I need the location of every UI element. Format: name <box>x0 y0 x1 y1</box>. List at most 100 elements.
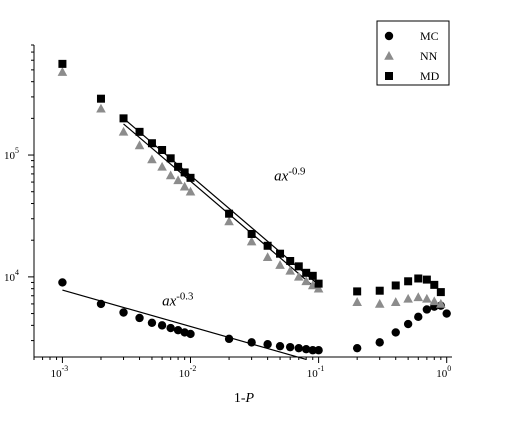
data-point-nn <box>285 265 295 275</box>
legend: MC NN MD <box>376 20 450 86</box>
ticks: 10-3 10-2 10-1 100 104 105 <box>4 44 451 380</box>
data-point-mc <box>96 299 106 309</box>
data-point-nn <box>157 161 167 171</box>
data-point-mc <box>285 342 295 352</box>
data-point-md <box>166 154 175 163</box>
data-point-md <box>391 281 400 290</box>
data-point-mc <box>403 319 413 329</box>
data-point-nn <box>118 126 129 136</box>
fit-lines <box>62 117 319 361</box>
data-point-md <box>302 268 311 277</box>
data-point-nn <box>147 154 157 164</box>
data-point-mc <box>135 313 144 323</box>
data-point-nn <box>293 271 304 281</box>
data-point-mc <box>442 309 451 318</box>
data-point-nn <box>165 170 176 180</box>
data-point-nn <box>224 216 234 226</box>
data-point-mc <box>414 312 423 322</box>
data-point-mc <box>375 338 384 347</box>
y-tick-label: 104 <box>4 268 19 284</box>
data-point-md <box>308 271 317 280</box>
data-point-mc <box>157 321 167 330</box>
data-point-md <box>286 256 295 265</box>
legend-label-md: MD <box>420 69 440 83</box>
data-point-md <box>247 229 256 238</box>
x-tick-label: 10-1 <box>307 364 325 380</box>
data-point-md <box>119 114 128 123</box>
data-point-md <box>276 249 285 258</box>
data-point-md <box>375 286 384 295</box>
data-point-mc <box>422 305 432 314</box>
data-point-mc <box>314 346 323 355</box>
data-point-mc <box>301 344 311 354</box>
data-point-nn <box>246 236 257 246</box>
data-point-mc <box>352 343 362 353</box>
data-point-nn <box>57 67 68 76</box>
data-point-nn <box>173 175 183 185</box>
x-tick-label: 10-2 <box>179 364 197 380</box>
data-point-nn <box>179 181 190 191</box>
data-point-md <box>96 94 105 103</box>
legend-label-mc: MC <box>420 29 439 43</box>
data-point-md <box>422 275 431 284</box>
data-point-md <box>436 288 445 297</box>
legend-marker-nn <box>384 51 394 60</box>
data-point-md <box>174 162 183 171</box>
legend-marker-mc <box>384 31 394 41</box>
data-point-md <box>430 280 439 289</box>
data-point-mc <box>391 328 400 337</box>
data-point-mc <box>224 334 234 344</box>
data-point-nn <box>313 283 324 293</box>
data-point-nn <box>275 260 285 269</box>
data-point-md <box>294 262 303 271</box>
data-point-nn <box>262 252 273 262</box>
x-axis-label: 1-P <box>234 391 255 406</box>
data-point-nn <box>429 296 440 306</box>
data-point-nn <box>185 186 196 196</box>
x-tick-label: 100 <box>436 364 451 380</box>
data-point-mc <box>308 346 317 355</box>
series-md <box>58 59 445 297</box>
data-point-mc <box>58 278 67 287</box>
series-nn <box>57 67 446 308</box>
data-point-mc <box>166 323 175 333</box>
data-point-md <box>314 279 323 288</box>
series-layer <box>57 59 451 355</box>
data-point-md <box>414 274 423 283</box>
x-tick-label: 10-3 <box>51 364 69 380</box>
data-point-md <box>353 287 362 296</box>
data-point-nn <box>134 140 145 150</box>
data-point-md <box>186 173 195 182</box>
fit-annotation: ax-0.9 <box>274 165 305 184</box>
data-point-mc <box>263 340 272 349</box>
legend-label-nn: NN <box>420 49 438 63</box>
data-point-md <box>404 277 413 286</box>
power-law-fit-line <box>123 117 319 286</box>
annotations: ax-0.9 ax-0.3 <box>162 165 305 309</box>
data-point-md <box>158 145 167 154</box>
data-point-md <box>263 241 272 250</box>
data-point-mc <box>173 326 183 335</box>
fit-annotation: ax-0.3 <box>162 291 193 310</box>
data-point-mc <box>119 308 128 317</box>
data-point-md <box>180 168 189 177</box>
series-mc <box>58 278 451 355</box>
data-point-mc <box>247 338 256 347</box>
data-point-mc <box>147 318 157 327</box>
data-point-md <box>147 139 156 148</box>
y-tick-label: 105 <box>4 146 19 162</box>
data-point-md <box>58 59 67 68</box>
data-point-nn <box>422 293 432 303</box>
data-point-nn <box>403 293 413 303</box>
data-point-nn <box>413 292 424 302</box>
power-law-fit-line <box>123 123 319 292</box>
legend-marker-md <box>385 72 393 80</box>
data-point-nn <box>301 276 311 286</box>
data-point-mc <box>294 343 303 353</box>
data-point-nn <box>390 297 401 306</box>
data-point-mc <box>186 329 195 339</box>
data-point-nn <box>96 103 106 113</box>
data-point-nn <box>352 297 362 306</box>
data-point-mc <box>275 341 285 351</box>
